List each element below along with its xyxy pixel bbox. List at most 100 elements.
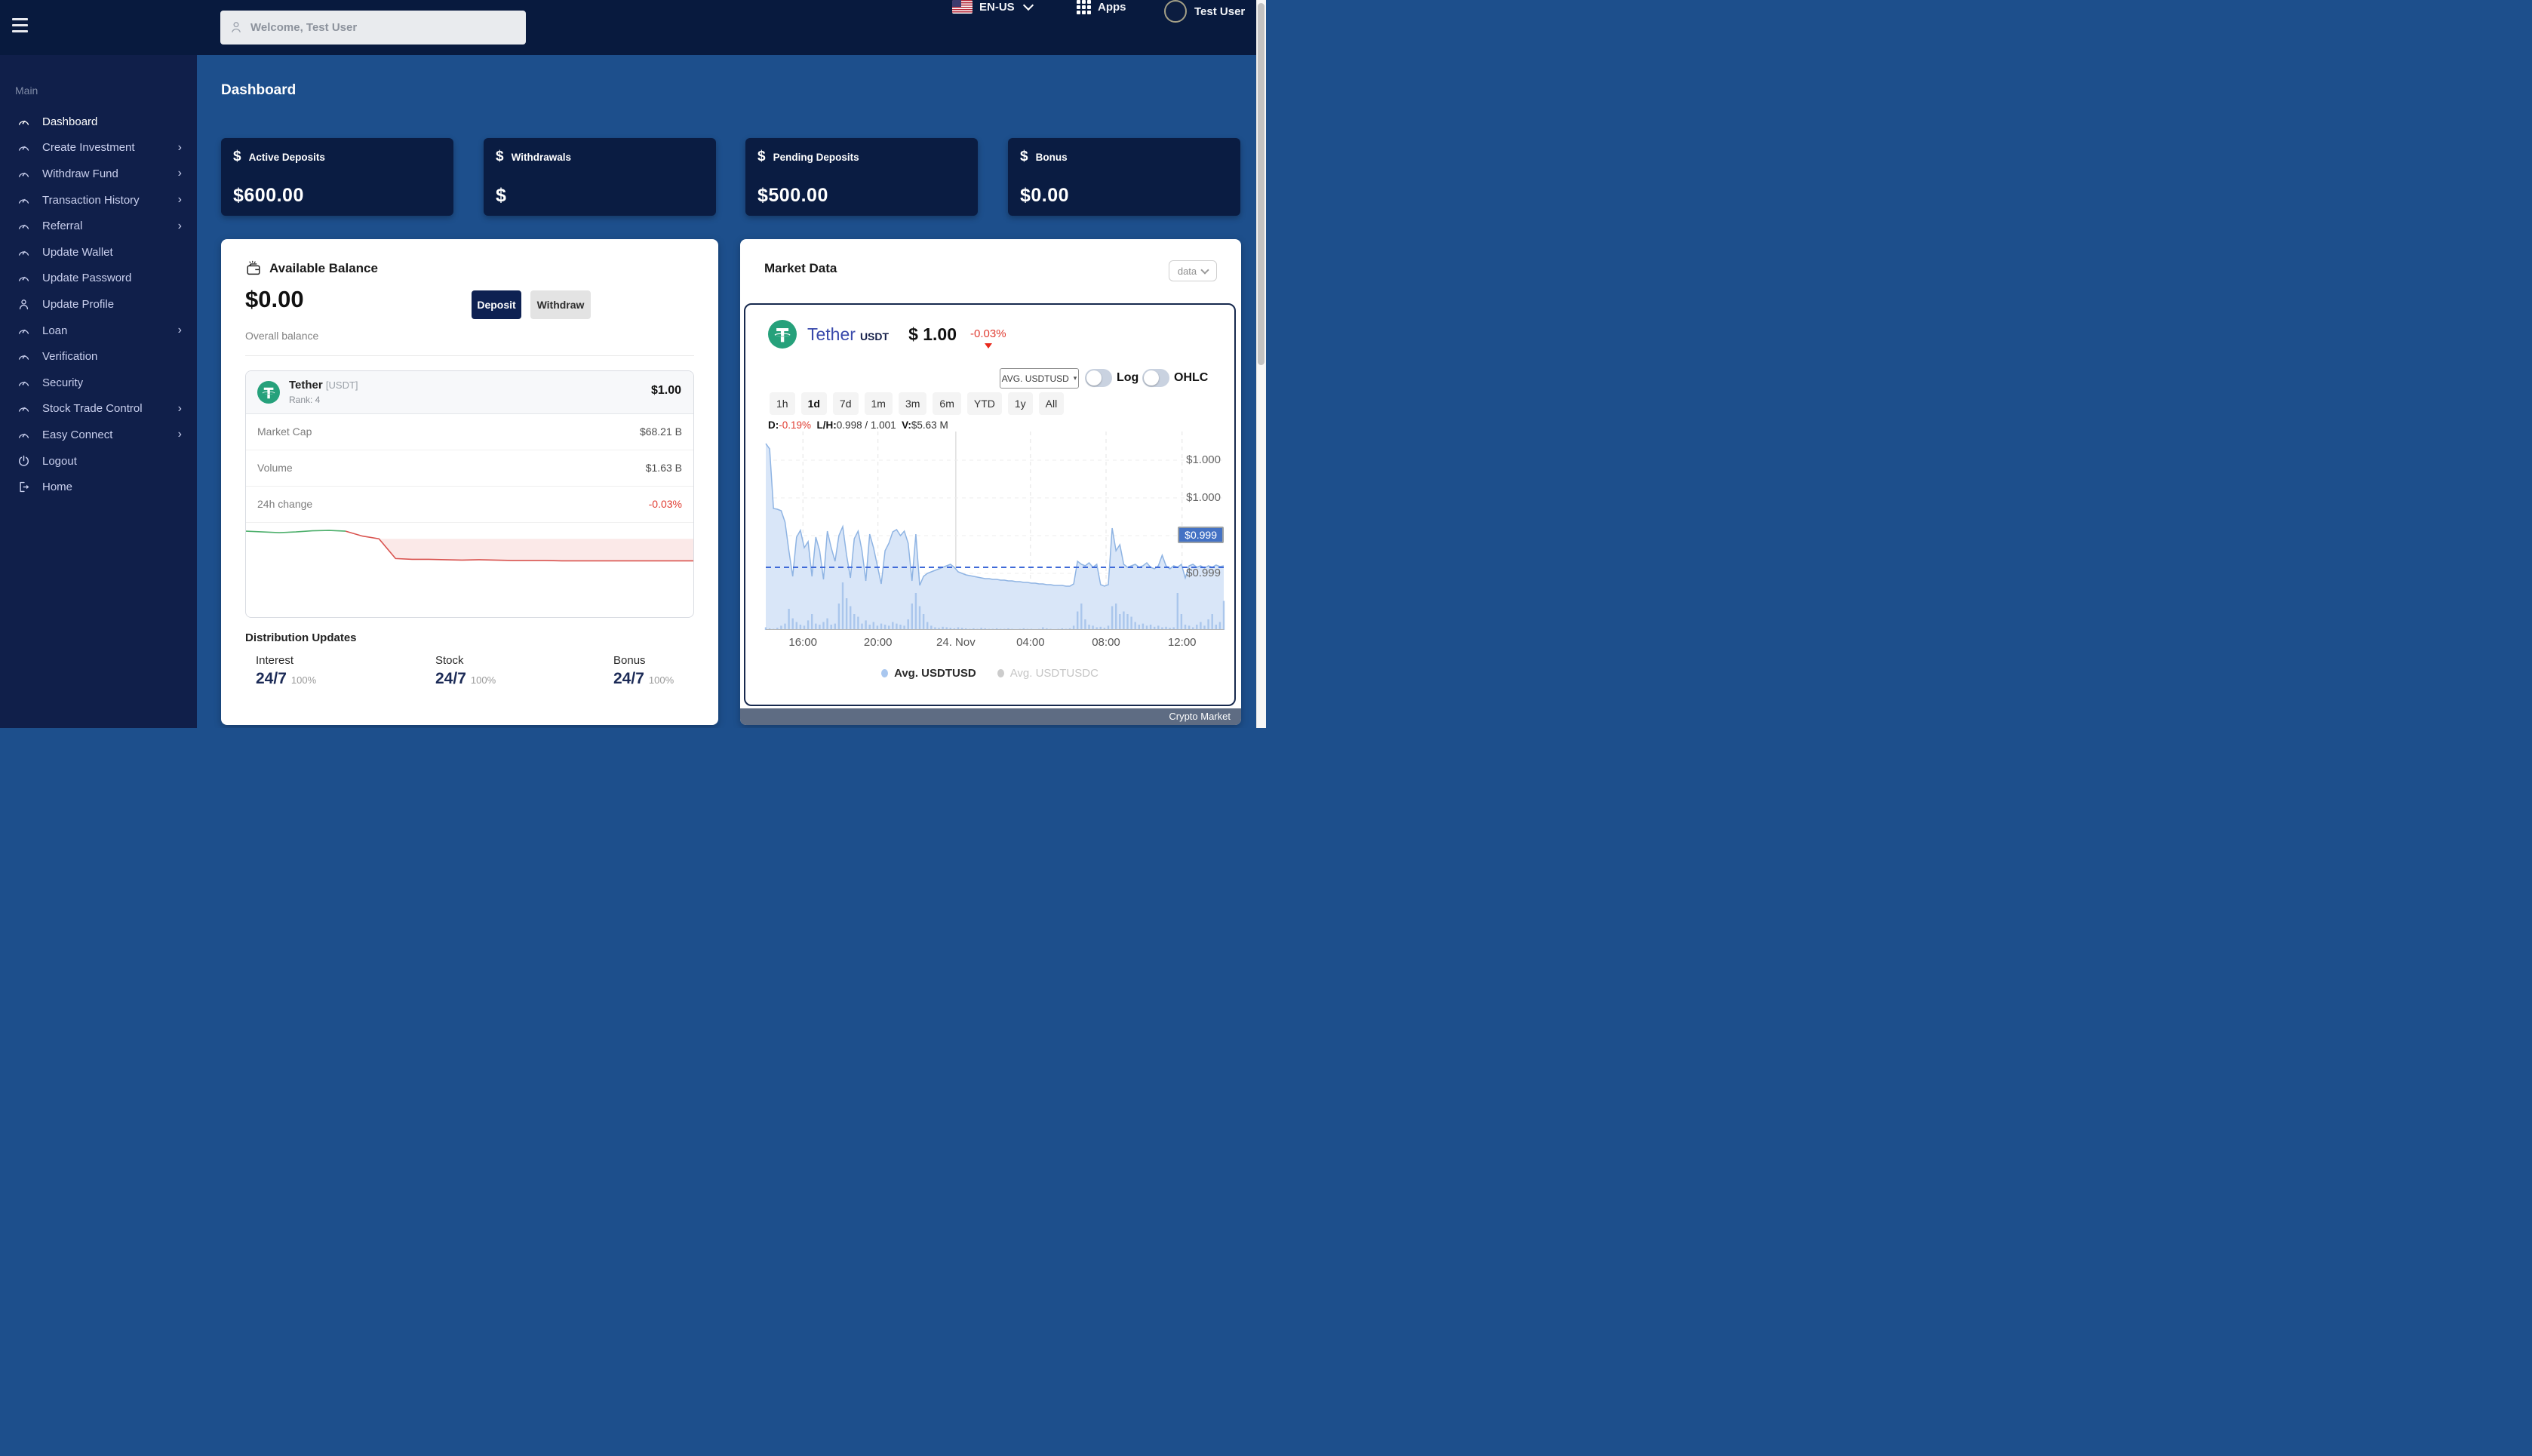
stat-card-withdrawals: $ Withdrawals $ bbox=[484, 138, 716, 216]
avg-pair-select[interactable]: AVG. USDTUSD ▾ bbox=[1000, 368, 1079, 389]
avatar bbox=[1164, 0, 1187, 23]
stat-label: Withdrawals bbox=[511, 151, 571, 163]
sidebar-item-transaction-history[interactable]: Transaction History › bbox=[0, 187, 197, 213]
sidebar-item-update-password[interactable]: Update Password bbox=[0, 266, 197, 292]
range-1y[interactable]: 1y bbox=[1007, 392, 1033, 415]
stat-label: Bonus bbox=[1035, 151, 1068, 163]
data-dropdown[interactable]: data bbox=[1169, 260, 1217, 281]
range-7d[interactable]: 7d bbox=[832, 392, 859, 415]
sidebar-item-logout[interactable]: Logout bbox=[0, 448, 197, 475]
asset-name: Tether bbox=[289, 379, 323, 392]
sidebar-item-label: Logout bbox=[42, 454, 77, 468]
sidebar-item-easy-connect[interactable]: Easy Connect › bbox=[0, 422, 197, 448]
sidebar-item-verification[interactable]: Verification bbox=[0, 343, 197, 370]
current-price-tag: $0.999 bbox=[1178, 527, 1224, 543]
row-value: -0.03% bbox=[648, 498, 682, 510]
sidebar-item-stock-trade-control[interactable]: Stock Trade Control › bbox=[0, 396, 197, 422]
search-input[interactable] bbox=[220, 11, 526, 45]
sidebar-nav: Dashboard Create Investment › Withdraw F… bbox=[0, 109, 197, 500]
apps-menu[interactable]: Apps bbox=[1077, 0, 1126, 14]
toggle-knob bbox=[1086, 370, 1102, 386]
row-value: $1.63 B bbox=[645, 462, 682, 474]
page-scrollbar bbox=[1256, 0, 1266, 728]
language-selector[interactable]: EN-US bbox=[952, 0, 1034, 14]
welcome-search-box bbox=[220, 11, 526, 45]
market-data-title: Market Data bbox=[764, 261, 837, 275]
x-axis-label: 12:00 bbox=[1167, 636, 1197, 649]
sidebar-item-update-wallet[interactable]: Update Wallet bbox=[0, 239, 197, 266]
dollar-icon: $ bbox=[1020, 149, 1028, 164]
market-chart-panel: Tether USDT $ 1.00 -0.03% AVG. USDTUSD ▾ … bbox=[744, 303, 1236, 706]
stat-label: Active Deposits bbox=[248, 151, 325, 163]
stat-card-active-deposits: $ Active Deposits $600.00 bbox=[221, 138, 453, 216]
range-ytd[interactable]: YTD bbox=[966, 392, 1002, 415]
deposit-button[interactable]: Deposit bbox=[472, 290, 521, 319]
row-label: 24h change bbox=[257, 498, 313, 510]
range-1m[interactable]: 1m bbox=[864, 392, 893, 415]
sidebar-item-security[interactable]: Security bbox=[0, 370, 197, 396]
person-icon bbox=[19, 299, 29, 310]
gauge-icon bbox=[18, 433, 29, 438]
chevron-right-icon: › bbox=[177, 428, 182, 441]
distribution-label: Bonus bbox=[613, 654, 646, 667]
chart-stats-line: D:-0.19% L/H:0.998 / 1.001 V:$5.63 M bbox=[768, 419, 948, 431]
distribution-title: Distribution Updates bbox=[245, 631, 357, 644]
asset-row-market-cap: Market Cap $68.21 B bbox=[246, 414, 693, 450]
withdraw-button[interactable]: Withdraw bbox=[530, 290, 591, 319]
sidebar-item-home[interactable]: Home bbox=[0, 474, 197, 500]
distribution-label: Stock bbox=[435, 654, 464, 667]
available-balance-card: Available Balance $0.00 Overall balance … bbox=[221, 239, 718, 725]
hamburger-menu-icon[interactable] bbox=[12, 18, 29, 36]
range-1h[interactable]: 1h bbox=[770, 392, 795, 415]
range-3m[interactable]: 3m bbox=[898, 392, 927, 415]
sidebar-item-withdraw-fund[interactable]: Withdraw Fund › bbox=[0, 161, 197, 187]
scrollbar-thumb[interactable] bbox=[1258, 3, 1264, 365]
apps-grid-icon bbox=[1077, 0, 1091, 14]
chart-legend: Avg. USDTUSD Avg. USDTUSDC bbox=[745, 667, 1234, 680]
range-all[interactable]: All bbox=[1038, 392, 1065, 415]
sidebar-item-create-investment[interactable]: Create Investment › bbox=[0, 135, 197, 161]
gauge-icon bbox=[18, 355, 29, 360]
balance-subtitle: Overall balance bbox=[245, 330, 319, 342]
sidebar-item-referral[interactable]: Referral › bbox=[0, 213, 197, 239]
tether-asset-box: Tether [USDT] Rank: 4 $1.00 Market Cap $… bbox=[245, 370, 694, 618]
legend-dot bbox=[997, 669, 1004, 677]
row-value: $68.21 B bbox=[639, 425, 682, 438]
x-axis-label: 16:00 bbox=[788, 636, 817, 649]
stat-value: $0.00 bbox=[1020, 185, 1070, 206]
stat-value: $500.00 bbox=[757, 185, 828, 206]
sidebar-item-loan[interactable]: Loan › bbox=[0, 318, 197, 344]
legend-usdtusd[interactable]: Avg. USDTUSD bbox=[881, 667, 976, 680]
sidebar-item-dashboard[interactable]: Dashboard bbox=[0, 109, 197, 135]
distribution-interest: Interest 24/7 100% bbox=[256, 654, 316, 688]
range-1d[interactable]: 1d bbox=[800, 392, 827, 415]
sidebar-item-label: Update Profile bbox=[42, 297, 115, 311]
tether-sparkline bbox=[246, 523, 693, 571]
toggle-knob bbox=[1144, 370, 1159, 386]
us-flag-icon bbox=[952, 0, 973, 14]
apps-label: Apps bbox=[1098, 1, 1126, 14]
ohlc-toggle[interactable] bbox=[1142, 369, 1169, 387]
sidebar-item-label: Easy Connect bbox=[42, 428, 113, 441]
coin-name: Tether bbox=[807, 324, 856, 344]
tether-logo-icon bbox=[768, 320, 797, 349]
distribution-value: 24/7 bbox=[435, 670, 466, 687]
y-axis-label: $1.000 bbox=[1186, 453, 1221, 466]
asset-row-volume: Volume $1.63 B bbox=[246, 450, 693, 487]
distribution-sub: 100% bbox=[470, 674, 496, 686]
sidebar-item-update-profile[interactable]: Update Profile bbox=[0, 291, 197, 318]
wallet-icon bbox=[247, 260, 260, 275]
log-toggle[interactable] bbox=[1085, 369, 1112, 387]
gauge-icon bbox=[18, 120, 29, 125]
market-chart-plot[interactable]: 16:00 20:00 24. Nov 04:00 08:00 12:00 $1.000 $1… bbox=[764, 432, 1225, 649]
asset-rank: Rank: 4 bbox=[289, 395, 321, 405]
gauge-icon bbox=[18, 198, 29, 204]
range-6m[interactable]: 6m bbox=[933, 392, 961, 415]
avg-pair-label: AVG. USDTUSD bbox=[1001, 373, 1069, 384]
legend-usdtusdc[interactable]: Avg. USDTUSDC bbox=[997, 667, 1099, 680]
user-menu[interactable]: Test User bbox=[1164, 0, 1245, 23]
x-axis-label: 04:00 bbox=[1016, 636, 1045, 649]
distribution-bonus: Bonus 24/7 100% bbox=[613, 654, 674, 688]
coin-symbol: USDT bbox=[859, 330, 890, 342]
sidebar-item-label: Security bbox=[42, 376, 84, 389]
